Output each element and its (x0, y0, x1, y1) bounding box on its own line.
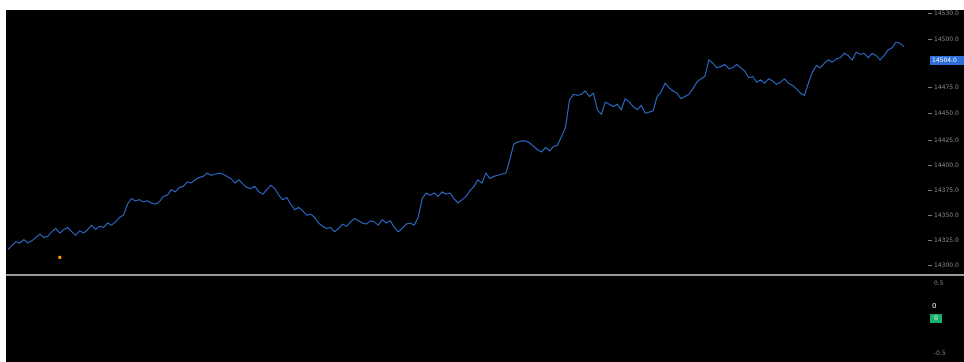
indicator-chart (6, 276, 928, 362)
price-tick: 14475.0 (928, 84, 964, 92)
price-tick: 14375.0 (928, 187, 964, 195)
tick-mark (928, 13, 932, 14)
price-tick-label: 14325.0 (934, 237, 959, 244)
tick-mark (928, 240, 932, 241)
tick-mark (928, 113, 932, 114)
price-tick-label: 14350.0 (934, 212, 959, 219)
indicator-axis[interactable]: 0.5 0 0 -0.5 (928, 276, 964, 362)
price-tick: 14530.0 (928, 10, 964, 18)
price-tick: 14400.0 (928, 162, 964, 170)
price-chart-pane[interactable] (6, 10, 928, 274)
indicator-lower-label: -0.5 (934, 350, 946, 357)
price-tick-label: 14400.0 (934, 162, 959, 169)
price-tick: 14425.0 (928, 137, 964, 145)
price-tick-label: 14450.0 (934, 110, 959, 117)
indicator-value-text: 0 (932, 302, 937, 310)
last-price-tag: 14504.0 (930, 56, 964, 65)
price-tick-label: 14375.0 (934, 187, 959, 194)
tick-mark (928, 87, 932, 88)
pane-resize-divider[interactable] (6, 274, 964, 276)
indicator-value-tag: 0 (930, 314, 942, 323)
tick-mark (928, 190, 932, 191)
tick-mark (928, 265, 932, 266)
price-line-chart[interactable] (6, 10, 928, 274)
trade-marker[interactable] (58, 255, 62, 259)
price-tick: 14450.0 (928, 110, 964, 118)
tick-mark (928, 39, 932, 40)
price-tick: 14325.0 (928, 237, 964, 245)
price-tick: 14300.0 (928, 262, 964, 270)
price-tick-label: 14425.0 (934, 137, 959, 144)
tick-mark (928, 215, 932, 216)
indicator-upper-label: 0.5 (934, 280, 944, 287)
price-series-line (7, 41, 905, 250)
price-tick-label: 14500.0 (934, 36, 959, 43)
price-tick-label: 14475.0 (934, 84, 959, 91)
price-tick: 14350.0 (928, 212, 964, 220)
tick-mark (928, 165, 932, 166)
indicator-pane[interactable] (6, 276, 928, 362)
price-tick-label: 14300.0 (934, 262, 959, 269)
tick-mark (928, 140, 932, 141)
price-axis[interactable]: 14530.0 14500.0 14504.0 14475.0 14450.0 … (928, 10, 964, 274)
price-tick: 14500.0 (928, 36, 964, 44)
price-tick-label: 14530.0 (934, 10, 959, 17)
